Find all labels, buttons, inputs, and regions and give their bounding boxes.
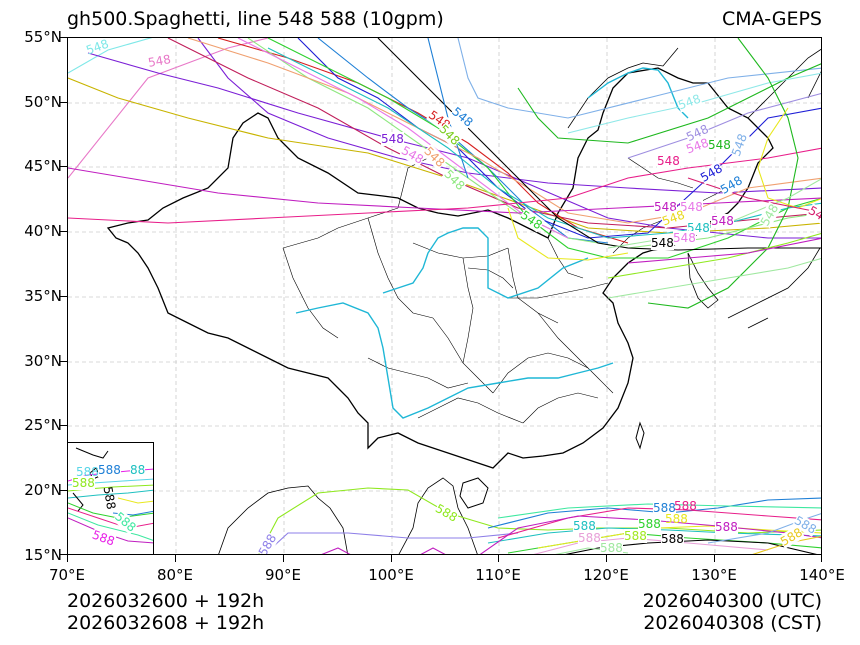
valid-time-utc: 2026040300 (UTC) xyxy=(642,590,822,612)
inset-contour-label: 588 xyxy=(76,465,99,479)
tick-mark xyxy=(60,231,67,233)
lon-tick-100: 100°E xyxy=(368,566,414,584)
rivers xyxy=(295,67,689,419)
contour-label-548: 548 xyxy=(657,154,680,168)
tick-mark xyxy=(821,555,823,562)
tick-mark xyxy=(60,166,67,168)
tick-mark xyxy=(67,555,69,562)
inset-contour-label: 88 xyxy=(130,463,146,477)
tick-mark xyxy=(283,555,285,562)
lat-tick-20: 20°N xyxy=(24,481,62,499)
contour-label-588: 588 xyxy=(600,541,623,555)
contour-label-588: 588 xyxy=(715,520,738,534)
contour-label-548: 548 xyxy=(711,214,734,228)
lon-tick-110: 110°E xyxy=(475,566,521,584)
contour-label-548: 548 xyxy=(708,138,731,152)
tick-mark xyxy=(498,555,500,562)
valid-time-cst: 2026040308 (CST) xyxy=(643,612,822,634)
init-time-block: 2026032600 + 192h 2026032608 + 192h xyxy=(67,590,264,634)
taiwan-island xyxy=(635,421,645,450)
tick-mark xyxy=(60,554,67,556)
lon-tick-80: 80°E xyxy=(156,566,194,584)
lon-tick-140: 140°E xyxy=(799,566,845,584)
contour-label-548: 548 xyxy=(680,200,703,214)
lat-tick-30: 30°N xyxy=(24,352,62,370)
contour-label-588: 588 xyxy=(573,519,596,533)
chart-title: gh500.Spaghetti, line 548 588 (10gpm) xyxy=(67,8,444,30)
lat-tick-15: 15°N xyxy=(24,546,62,564)
contour-label-588: 588 xyxy=(638,517,661,531)
south-china-sea-inset: 588 588 88 588 588 588 588 xyxy=(67,442,154,555)
lat-tick-55: 55°N xyxy=(24,28,62,46)
map-plot-area[interactable]: 548 548 548 548 548 548 548 548 548 548 … xyxy=(67,37,822,555)
contour-label-548: 548 xyxy=(673,231,696,245)
tick-mark xyxy=(60,425,67,427)
contour-label-588: 588 xyxy=(661,532,684,546)
lon-tick-90: 90°E xyxy=(264,566,302,584)
tick-mark xyxy=(175,555,177,562)
tick-mark xyxy=(60,296,67,298)
lon-tick-130: 130°E xyxy=(691,566,737,584)
indochina-coast xyxy=(218,477,478,554)
tick-mark xyxy=(60,490,67,492)
lat-tick-45: 45°N xyxy=(24,157,62,175)
lat-tick-35: 35°N xyxy=(24,287,62,305)
province-borders xyxy=(282,157,729,424)
inset-contour-label: 588 xyxy=(98,463,121,477)
tick-mark xyxy=(606,555,608,562)
tick-mark xyxy=(60,37,67,39)
korea-coast xyxy=(687,252,719,309)
lon-tick-70: 70°E xyxy=(48,566,86,584)
contour-label-548: 548 xyxy=(381,132,404,146)
tick-mark xyxy=(714,555,716,562)
model-source-label: CMA-GEPS xyxy=(721,8,822,30)
lat-tick-25: 25°N xyxy=(24,416,62,434)
tick-mark xyxy=(60,102,67,104)
lat-tick-40: 40°N xyxy=(24,222,62,240)
contour-label-588: 588 xyxy=(578,531,601,545)
valid-time-block: 2026040300 (UTC) 2026040308 (CST) xyxy=(643,590,822,634)
contour-label-588: 588 xyxy=(665,512,688,526)
lat-tick-50: 50°N xyxy=(24,93,62,111)
contour-label-548: 548 xyxy=(651,236,674,250)
inset-contour-label: 588 xyxy=(72,476,95,490)
init-time-utc: 2026032600 + 192h xyxy=(67,590,265,612)
tick-mark xyxy=(391,555,393,562)
contour-label-588: 588 xyxy=(674,499,697,513)
hainan-island xyxy=(459,477,489,509)
russia-coast xyxy=(567,47,821,129)
lon-tick-120: 120°E xyxy=(583,566,629,584)
contour-label-588: 588 xyxy=(653,501,676,515)
contour-label-588: 588 xyxy=(624,529,647,543)
tick-mark xyxy=(60,361,67,363)
init-time-cst: 2026032608 + 192h xyxy=(67,612,265,634)
